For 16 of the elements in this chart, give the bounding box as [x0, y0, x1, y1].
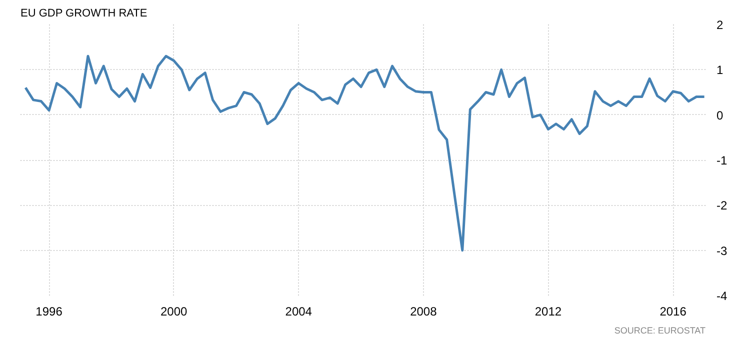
x-tick-label: 2000	[160, 304, 188, 318]
y-tick-label: -4	[716, 289, 728, 303]
y-tick-label: 0	[716, 108, 724, 122]
y-tick-label: -2	[716, 198, 728, 213]
x-tick-label: 1996	[36, 304, 63, 318]
x-tick-label: 2004	[285, 304, 312, 318]
x-tick-label: 2008	[410, 304, 438, 318]
x-tick-label: 2016	[660, 304, 687, 318]
source-note: SOURCE: EUROSTAT	[614, 326, 706, 336]
y-tick-label: -3	[716, 244, 728, 258]
y-tick-label: 2	[716, 18, 724, 32]
line-series	[24, 54, 706, 252]
x-tick-label: 2012	[534, 304, 562, 318]
y-tick-label: -1	[716, 154, 728, 168]
chart-title: EU GDP GROWTH RATE	[20, 8, 148, 20]
y-tick-label: 1	[716, 63, 724, 78]
